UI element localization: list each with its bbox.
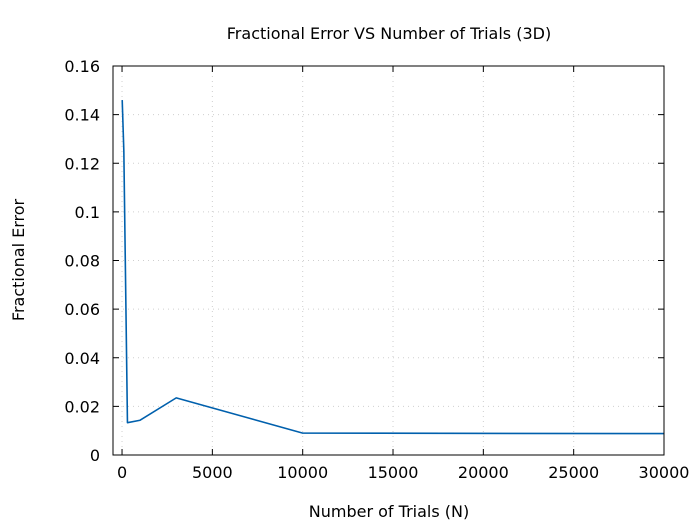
- grid: [113, 65, 665, 456]
- y-axis-label: Fractional Error: [9, 198, 28, 321]
- x-tick-label: 15000: [368, 463, 419, 482]
- x-tick-label: 10000: [277, 463, 328, 482]
- y-tick-label: 0.06: [64, 300, 100, 319]
- x-tick-label: 30000: [639, 463, 690, 482]
- y-tick-label: 0: [90, 446, 100, 465]
- x-tick-label: 25000: [548, 463, 599, 482]
- chart-title: Fractional Error VS Number of Trials (3D…: [227, 24, 551, 43]
- x-tick-labels: 0 5000 10000 15000 20000 25000 30000: [117, 463, 690, 482]
- y-tick-label: 0.14: [64, 106, 100, 125]
- y-tick-label: 0.08: [64, 252, 100, 271]
- series-layer: [121, 100, 665, 435]
- series-line: [121, 100, 665, 435]
- x-axis-label: Number of Trials (N): [309, 502, 469, 521]
- x-tick-label: 0: [117, 463, 127, 482]
- x-tick-label: 20000: [458, 463, 509, 482]
- y-tick-labels: 0 0.02 0.04 0.06 0.08 0.1 0.12 0.14 0.16: [64, 57, 100, 465]
- x-tick-label: 5000: [192, 463, 233, 482]
- y-tick-label: 0.1: [75, 203, 100, 222]
- y-tick-label: 0.02: [64, 397, 100, 416]
- y-tick-label: 0.04: [64, 349, 100, 368]
- y-tick-label: 0.16: [64, 57, 100, 76]
- y-tick-label: 0.12: [64, 154, 100, 173]
- axis-ticks: [113, 65, 665, 456]
